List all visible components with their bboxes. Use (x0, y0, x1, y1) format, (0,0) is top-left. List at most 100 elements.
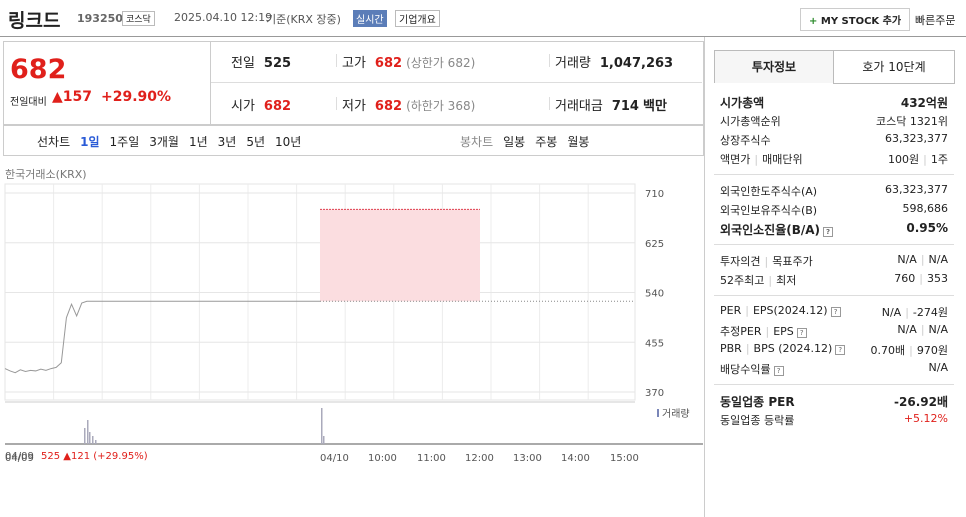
x-tick-label: 10:00 (368, 453, 397, 464)
y-tick-label: 710 (645, 189, 664, 200)
value-part: N/A (897, 253, 917, 266)
info-value: 코스닥 1321위 (876, 113, 948, 131)
info-label: 동일업종 PER (720, 393, 795, 411)
section-divider (714, 244, 954, 245)
info-label: 상장주식수 (720, 132, 771, 150)
info-row: 외국인한도주식수(A) 63,323,377 (720, 183, 948, 201)
tab-candle[interactable]: 월봉 (567, 135, 590, 149)
label-part: 동일업종 등락률 (720, 414, 795, 427)
volume-bar (84, 428, 86, 444)
y-tick-label: 625 (645, 239, 664, 250)
value-part: 1주 (930, 153, 948, 166)
info-row: 동일업종 PER -26.92배 (720, 393, 948, 411)
footer: 04/09 525 ▲121 (+29.95%) (5, 451, 148, 462)
info-label: 배당수익률? (720, 361, 784, 379)
quick-order[interactable]: 빠른주문 (915, 14, 956, 27)
value-part: -274원 (912, 306, 948, 319)
tab-candle[interactable]: 주봉 (535, 135, 558, 149)
tab-period[interactable]: 5년 (246, 135, 266, 149)
section-divider (714, 384, 954, 385)
info-label: 외국인보유주식수(B) (720, 202, 817, 220)
tab-period[interactable]: 1주일 (109, 135, 140, 149)
stat-label: 전일 (231, 56, 255, 71)
market: 코스닥 (122, 11, 155, 26)
label-part: 외국인보유주식수(B) (720, 204, 818, 217)
stat-value: 682 (374, 99, 403, 114)
divider (211, 82, 702, 83)
info-value: N/A | N/A (897, 323, 948, 341)
value-part: 970원 (916, 344, 948, 357)
quote-box (3, 41, 704, 126)
stat-note: (하한가 368) (406, 99, 476, 113)
realtime-badge: 실시간 (353, 10, 387, 27)
info-row: PER | EPS(2024.12)? N/A | -274원 (720, 304, 948, 322)
info-label: 외국인소진율(B/A)? (720, 221, 834, 239)
info-label: 시가총액순위 (720, 113, 781, 131)
label-part: 시가총액 (720, 96, 765, 110)
footer-change: ▲121 (63, 451, 91, 462)
help-icon: ? (830, 307, 841, 317)
value-part: N/A (928, 253, 948, 266)
value-part: 0.70배 (870, 344, 906, 357)
volume-bar (87, 420, 89, 444)
label-part: 52주최고 (720, 274, 765, 287)
help-icon: ? (823, 227, 834, 237)
info-value: 100원 | 1주 (888, 151, 948, 169)
footer-change-value: 121 (71, 451, 91, 462)
section-divider (714, 295, 954, 296)
side-tab[interactable]: 투자정보 (714, 50, 834, 83)
volume-bar (92, 436, 94, 444)
x-tick-label: 11:00 (417, 453, 446, 464)
volume-bar (321, 408, 323, 444)
value-part: 63,323,377 (885, 132, 948, 145)
label-part: 외국인한도주식수(A) (720, 185, 818, 198)
stat-unit: 백만 (642, 99, 667, 114)
x-tick-label: 14:00 (561, 453, 590, 464)
separator: | (745, 304, 749, 317)
price: 682 (10, 54, 67, 85)
stock-name: 링크드 (8, 10, 61, 32)
tab-candle[interactable]: 일봉 (503, 135, 526, 149)
company-button[interactable]: 기업개요 (395, 10, 440, 27)
info-value: 598,686 (903, 202, 949, 220)
label-part: 동일업종 PER (720, 395, 795, 409)
tab-period[interactable]: 10년 (275, 135, 302, 149)
label-part: PBR (720, 342, 742, 355)
chart: 370 455 540 625 710 거래량 04/09 04/10 10:00 11:00 12… (4, 183, 703, 464)
stock-code: 193250 (77, 12, 123, 25)
tab-period[interactable]: 1일 (80, 135, 100, 149)
value-part: N/A (928, 323, 948, 336)
help-icon: ? (773, 366, 784, 376)
stat-value: 714 (611, 99, 639, 114)
info-label: 52주최고 | 최저 (720, 272, 796, 290)
info-row: 동일업종 등락률 +5.12% (720, 412, 948, 430)
info-row: PBR | BPS (2024.12)? 0.70배 | 970원 (720, 342, 948, 360)
tab-period[interactable]: 3년 (217, 135, 237, 149)
footer-date: 04/09 (5, 451, 34, 462)
tab-period[interactable]: 3개월 (149, 135, 179, 149)
tab-label: 봉차트 (460, 135, 494, 149)
x-tick-label: 12:00 (465, 453, 494, 464)
separator: | (764, 255, 769, 268)
label-part: 시가총액순위 (720, 115, 781, 128)
label-part: EPS (773, 325, 794, 338)
side-tab[interactable]: 호가 10단계 (833, 50, 955, 84)
separator: | (905, 306, 909, 319)
info-value: 0.70배 | 970원 (871, 342, 948, 360)
info-value: -26.92배 (894, 393, 948, 411)
mystock-button[interactable]: + MY STOCK 추가 (800, 8, 911, 31)
change-value: 157 (62, 89, 93, 105)
separator: | (765, 325, 770, 338)
volume-bar (89, 432, 91, 444)
separator: | (745, 342, 750, 355)
side-divider (704, 37, 705, 517)
label-part: 매매단위 (762, 153, 803, 166)
help-icon: ? (835, 345, 846, 355)
label-part: PER (720, 304, 742, 317)
tab-period[interactable]: 1년 (188, 135, 208, 149)
stat-value: 525 (263, 56, 292, 71)
info-value: 0.95% (906, 221, 948, 239)
change: ▲157 (52, 89, 93, 105)
stat: 저가 682 (하한가 368) (342, 95, 475, 114)
info-label: 투자의견 | 목표주가 (720, 253, 813, 271)
